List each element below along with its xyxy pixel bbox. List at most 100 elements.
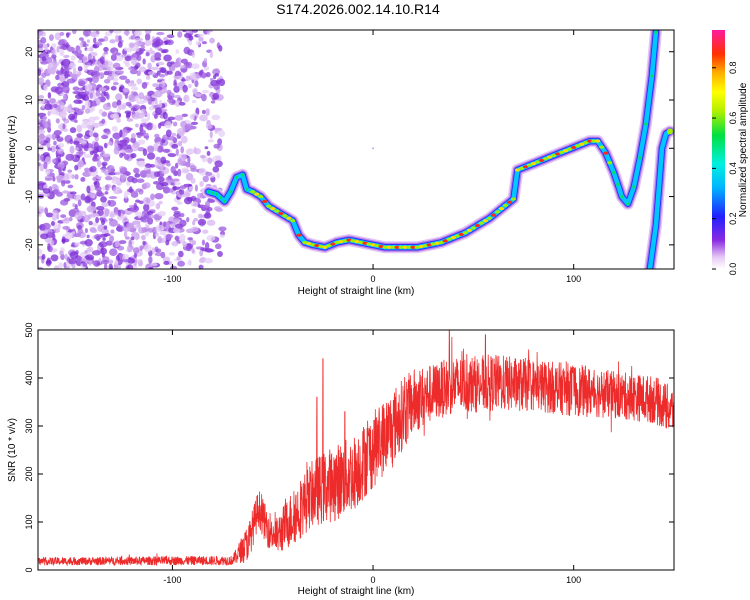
noise-speck [144,30,152,35]
ridge-core [378,244,384,249]
snr-frame [37,329,675,571]
noise-speck [89,100,98,107]
noise-speck [69,127,77,134]
noise-speck [62,190,70,194]
ridge-core [666,128,673,135]
ridge-core [342,239,348,243]
noise-speck [174,235,180,241]
noise-speck [121,258,129,263]
noise-speck [162,256,171,263]
noise-speck [48,34,54,42]
noise-speck [185,148,193,155]
ridge-core [542,157,549,161]
noise-speck [96,160,102,168]
noise-speck [53,130,62,136]
noise-speck [117,104,127,110]
noise-speck [178,189,185,195]
noise-speck [138,188,144,195]
noise-speck [63,59,69,66]
noise-speck [52,210,58,215]
noise-speck [154,107,163,115]
noise-speck [124,55,132,62]
noise-speck [180,78,187,82]
noise-speck [121,149,126,154]
noise-speck [59,45,64,50]
ridge-core [254,192,260,196]
noise-speck [92,260,98,266]
noise-speck [199,154,206,159]
noise-speck [140,234,146,241]
noise-speck [191,87,199,95]
noise-speck [128,66,133,71]
noise-speck [38,153,41,162]
noise-speck [213,82,221,91]
noise-speck [125,78,131,84]
noise-speck [77,66,83,72]
noise-speck [130,137,137,144]
noise-speck [198,213,203,219]
ridge-core [282,214,288,218]
noise-speck [117,41,123,48]
bottom-y-axis-label: SNR (10 * v/v) [7,418,18,482]
noise-speck [51,54,57,59]
noise-speck [143,244,152,253]
noise-speck [120,142,129,151]
noise-speck [130,133,136,139]
noise-speck [190,177,196,184]
noise-speck [372,147,374,150]
noise-speck [101,202,109,208]
ridge-core [654,30,658,35]
ridge-core [214,192,219,196]
noise-speck [119,139,128,143]
noise-speck [174,162,179,169]
noise-speck [100,260,110,265]
noise-speck [99,56,105,65]
noise-speck [79,41,83,49]
noise-speck [76,124,83,133]
noise-speck [57,223,61,230]
noise-speck [74,211,83,220]
noise-speck [159,230,167,236]
noise-speck [71,73,80,78]
noise-speck [114,171,121,175]
noise-speck [112,113,119,120]
noise-speck [214,160,223,168]
noise-speck [139,129,147,137]
noise-speck [69,145,75,154]
noise-speck [154,252,163,257]
noise-speck [80,140,87,144]
noise-speck [95,41,103,46]
noise-speck [134,95,140,102]
noise-speck [91,222,99,227]
noise-speck [176,57,182,66]
ridge-core [286,216,292,220]
noise-speck [194,93,203,98]
noise-speck [187,259,192,266]
noise-speck [138,200,145,205]
noise-speck [183,183,193,187]
noise-speck [44,177,53,181]
noise-speck [67,184,74,189]
noise-speck [56,137,64,142]
y-tick-label: -10 [24,190,34,203]
noise-speck [45,142,51,147]
noise-speck [103,78,111,84]
noise-speck [114,259,119,265]
noise-speck [173,85,180,93]
noise-speck [94,186,102,192]
noise-speck [160,156,167,165]
noise-speck [213,143,221,149]
ridge-core [250,190,256,194]
noise-speck [115,52,122,56]
noise-speck [160,182,169,187]
noise-speck [119,152,124,158]
noise-speck [217,138,223,146]
noise-speck [215,155,222,162]
noise-speck [56,70,64,75]
ridge-core [534,160,541,164]
noise-speck [184,33,192,39]
noise-speck [153,171,161,178]
noise-speck [171,143,179,149]
noise-speck [183,94,190,103]
noise-speck [119,129,123,138]
